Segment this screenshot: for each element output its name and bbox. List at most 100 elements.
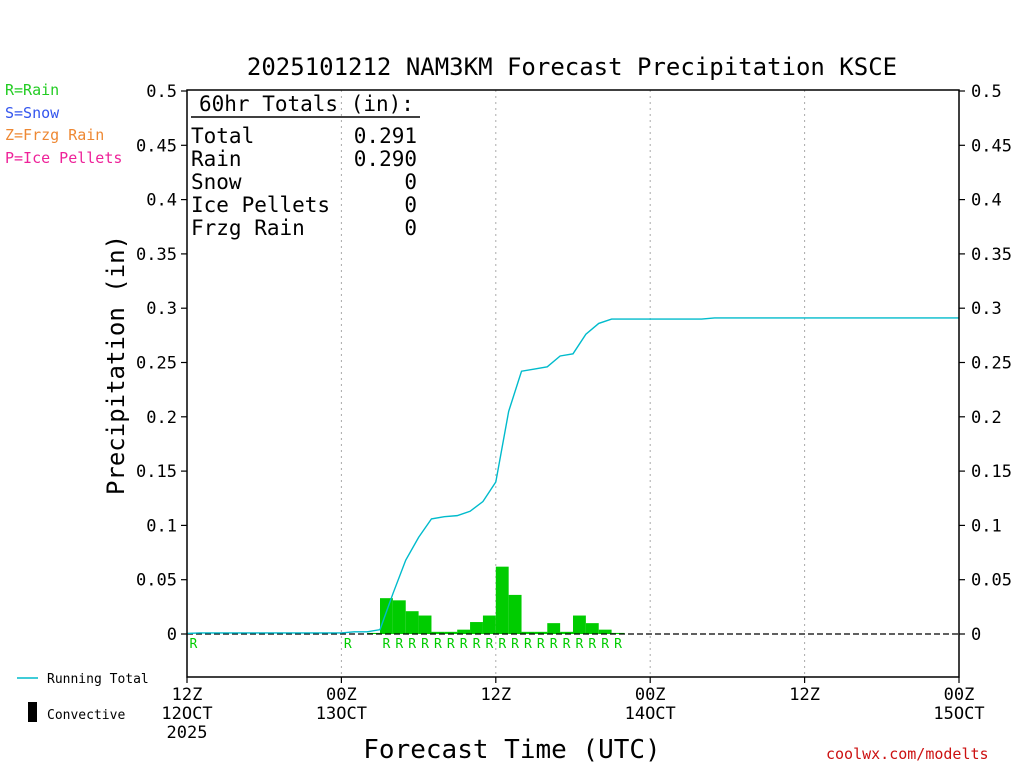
bar-series <box>367 566 625 634</box>
precip-type-marker: R <box>190 637 198 652</box>
y-axis-label: Precipitation (in) <box>102 235 130 495</box>
precip-type-marker: R <box>537 637 545 652</box>
y-tick-label-left: 0.4 <box>146 191 177 211</box>
totals-row-value: 0 <box>404 170 417 194</box>
chart-title: 2025101212 NAM3KM Forecast Precipitation… <box>247 53 897 81</box>
y-tick-label-right: 0.4 <box>971 191 1002 211</box>
totals-row-label: Frzg Rain <box>191 216 305 240</box>
x-tick-label: 14OCT <box>625 704 676 724</box>
precip-type-marker: R <box>408 637 416 652</box>
precip-bar <box>611 632 625 634</box>
plot-frame <box>186 89 960 678</box>
series-legend: Running Total Convective <box>17 672 149 723</box>
precip-bar <box>482 615 496 634</box>
y-tick-label-left: 0.45 <box>136 136 177 156</box>
totals-row-value: 0.290 <box>354 147 417 171</box>
precip-type-marker: R <box>473 637 481 652</box>
y-axis-ticks: 0 00.05 0.050.1 0.10.15 0.150.2 0.20.25 0.250.… <box>136 82 1012 645</box>
precip-bar <box>405 611 419 634</box>
precip-type-marker: R <box>447 637 455 652</box>
y-tick-label-left: 0.3 <box>146 299 177 319</box>
x-tick-label: 12Z <box>789 685 820 705</box>
precip-type-marker: R <box>344 637 352 652</box>
y-tick-label-left: 0.15 <box>136 462 177 482</box>
running-total-legend-label: Running Total <box>47 672 149 687</box>
x-tick-label: 00Z <box>635 685 666 705</box>
y-tick-label-right: 0.35 <box>971 245 1012 265</box>
precip-bar <box>380 598 393 634</box>
precip-type-marker: R <box>563 637 571 652</box>
running-total-line <box>186 317 959 635</box>
precip-type-marker: R <box>576 637 584 652</box>
y-tick-label-right: 0.5 <box>971 82 1002 102</box>
x-tick-label: 12OCT <box>161 704 212 724</box>
precip-type-marker: R <box>421 637 429 652</box>
precip-bar <box>534 631 548 634</box>
totals-row-label: Ice Pellets <box>191 193 330 217</box>
precip-type-marker: R <box>550 637 558 652</box>
x-tick-label: 12Z <box>172 685 203 705</box>
y-tick-label-right: 0.1 <box>971 516 1002 536</box>
precip-bar <box>367 632 380 634</box>
totals-box: 60hr Totals (in): Total 0.291 Rain 0.290… <box>191 92 420 240</box>
precip-bar <box>573 615 586 634</box>
precip-bar <box>585 623 599 634</box>
type-legend-rain: R=Rain <box>5 81 60 99</box>
running-total-series <box>186 317 959 635</box>
precip-bar <box>418 615 432 634</box>
x-tick-label: 12Z <box>480 685 511 705</box>
precip-type-marker: R <box>511 637 519 652</box>
x-tick-label: 00Z <box>326 685 357 705</box>
precip-type-marker: R <box>588 637 596 652</box>
precip-bar <box>521 631 535 634</box>
type-legend-snow: S=Snow <box>5 104 60 122</box>
y-tick-label-left: 0.1 <box>146 516 177 536</box>
precip-bar <box>457 629 471 634</box>
precip-bar <box>508 594 522 634</box>
y-tick-label-left: 0.2 <box>146 408 177 428</box>
precip-bar <box>598 629 612 634</box>
y-tick-label-right: 0 <box>971 625 981 645</box>
type-legend-frzg-rain: Z=Frzg Rain <box>5 126 105 144</box>
precip-type-marker: R <box>460 637 468 652</box>
y-tick-label-left: 0.35 <box>136 245 177 265</box>
y-tick-label-left: 0 <box>167 625 177 645</box>
y-tick-label-right: 0.3 <box>971 299 1002 319</box>
precip-bar <box>392 600 406 634</box>
y-tick-label-left: 0.25 <box>136 354 177 374</box>
credit-text: coolwx.com/modelts <box>826 745 989 763</box>
x-tick-label: 15OCT <box>933 704 984 724</box>
y-tick-label-right: 0.15 <box>971 462 1012 482</box>
convective-legend-label: Convective <box>47 708 125 723</box>
y-tick-label-left: 0.05 <box>136 571 177 591</box>
precip-bar <box>547 623 561 634</box>
totals-row-label: Snow <box>191 170 242 194</box>
totals-row-value: 0.291 <box>354 124 417 148</box>
y-tick-label-left: 0.5 <box>146 82 177 102</box>
precip-type-marker: R <box>395 637 403 652</box>
totals-row-value: 0 <box>404 216 417 240</box>
x-tick-label: 00Z <box>944 685 975 705</box>
grid-lines <box>340 90 806 677</box>
precip-bar <box>495 566 509 634</box>
y-tick-label-right: 0.25 <box>971 354 1012 374</box>
x-tick-label: 2025 <box>167 723 208 743</box>
totals-row-label: Rain <box>191 147 242 171</box>
totals-heading: 60hr Totals (in): <box>199 92 414 116</box>
convective-legend-swatch <box>28 702 37 722</box>
y-tick-label-right: 0.45 <box>971 136 1012 156</box>
precip-bar <box>431 631 445 634</box>
precip-bar <box>444 631 458 634</box>
precip-type-marker: R <box>383 637 391 652</box>
precip-bar <box>560 631 573 634</box>
x-tick-label: 13OCT <box>316 704 367 724</box>
y-tick-label-right: 0.05 <box>971 571 1012 591</box>
precip-type-marker: R <box>601 637 609 652</box>
totals-row-label: Total <box>191 124 254 148</box>
precip-type-marker: R <box>434 637 442 652</box>
type-legend-ice-pellets: P=Ice Pellets <box>5 149 123 167</box>
